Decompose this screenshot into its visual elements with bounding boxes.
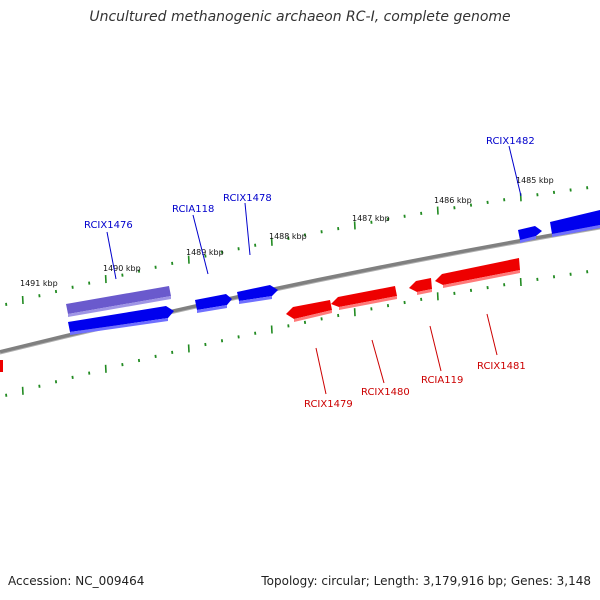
- genome-backbone: [0, 225, 600, 354]
- gene-label-rcix1479[interactable]: RCIX1479: [304, 399, 353, 410]
- gene-rcix1482-arrow[interactable]: [518, 226, 542, 243]
- gene-edge-reverse-arrow[interactable]: [0, 360, 3, 372]
- gene-rcia119-arrow[interactable]: [409, 278, 432, 295]
- gene-label-rcix1481[interactable]: RCIX1481: [477, 361, 526, 372]
- gene-label-rcix1480[interactable]: RCIX1480: [361, 387, 410, 398]
- gene-rcix1481-arrow[interactable]: [435, 258, 520, 288]
- gene-rcix1478-arrow[interactable]: [237, 285, 278, 304]
- label-line-rcix1478: [244, 202, 251, 256]
- gene-rcix1476-highlight-arrow[interactable]: [66, 286, 171, 317]
- scale-label-1489: 1489 kbp: [186, 248, 224, 257]
- scale-label-1490: 1490 kbp: [103, 264, 141, 273]
- scale-label-1486: 1486 kbp: [434, 196, 472, 205]
- accession-text: Accession: NC_009464: [8, 574, 145, 588]
- label-line-rcix1482: [508, 145, 522, 197]
- scale-label-1485: 1485 kbp: [516, 176, 554, 185]
- genome-backbone-shade: [0, 228, 600, 355]
- gene-label-rcia119[interactable]: RCIA119: [421, 375, 463, 386]
- gene-rcix1476-arrow[interactable]: [68, 306, 174, 335]
- label-line-rcix1476: [106, 231, 117, 280]
- scale-label-1487: 1487 kbp: [352, 214, 390, 223]
- gene-rcix1480-arrow[interactable]: [331, 286, 397, 310]
- gene-label-rcix1476[interactable]: RCIX1476: [84, 220, 133, 231]
- outer-tick-track: [5, 186, 589, 307]
- genome-title: Uncultured methanogenic archaeon RC-I, c…: [89, 9, 511, 25]
- label-line-rcia119: [429, 325, 442, 372]
- label-line-rcix1481: [486, 313, 498, 356]
- scale-label-1491: 1491 kbp: [20, 279, 58, 288]
- gene-edge-forward-arrow[interactable]: [550, 210, 600, 237]
- gene-rcix1479-arrow[interactable]: [286, 300, 332, 322]
- genome-summary-text: Topology: circular; Length: 3,179,916 bp…: [261, 574, 591, 588]
- scale-label-1488: 1488 kbp: [269, 232, 307, 241]
- inner-tick-track: [5, 270, 589, 397]
- label-line-rcia118: [192, 214, 209, 275]
- gene-rcia118-arrow[interactable]: [195, 294, 232, 313]
- gene-label-rcix1482[interactable]: RCIX1482: [486, 136, 535, 147]
- label-line-rcix1480: [371, 339, 385, 384]
- label-line-rcix1479: [315, 347, 327, 395]
- gene-label-rcix1478[interactable]: RCIX1478: [223, 193, 272, 204]
- gene-label-rcia118[interactable]: RCIA118: [172, 204, 214, 215]
